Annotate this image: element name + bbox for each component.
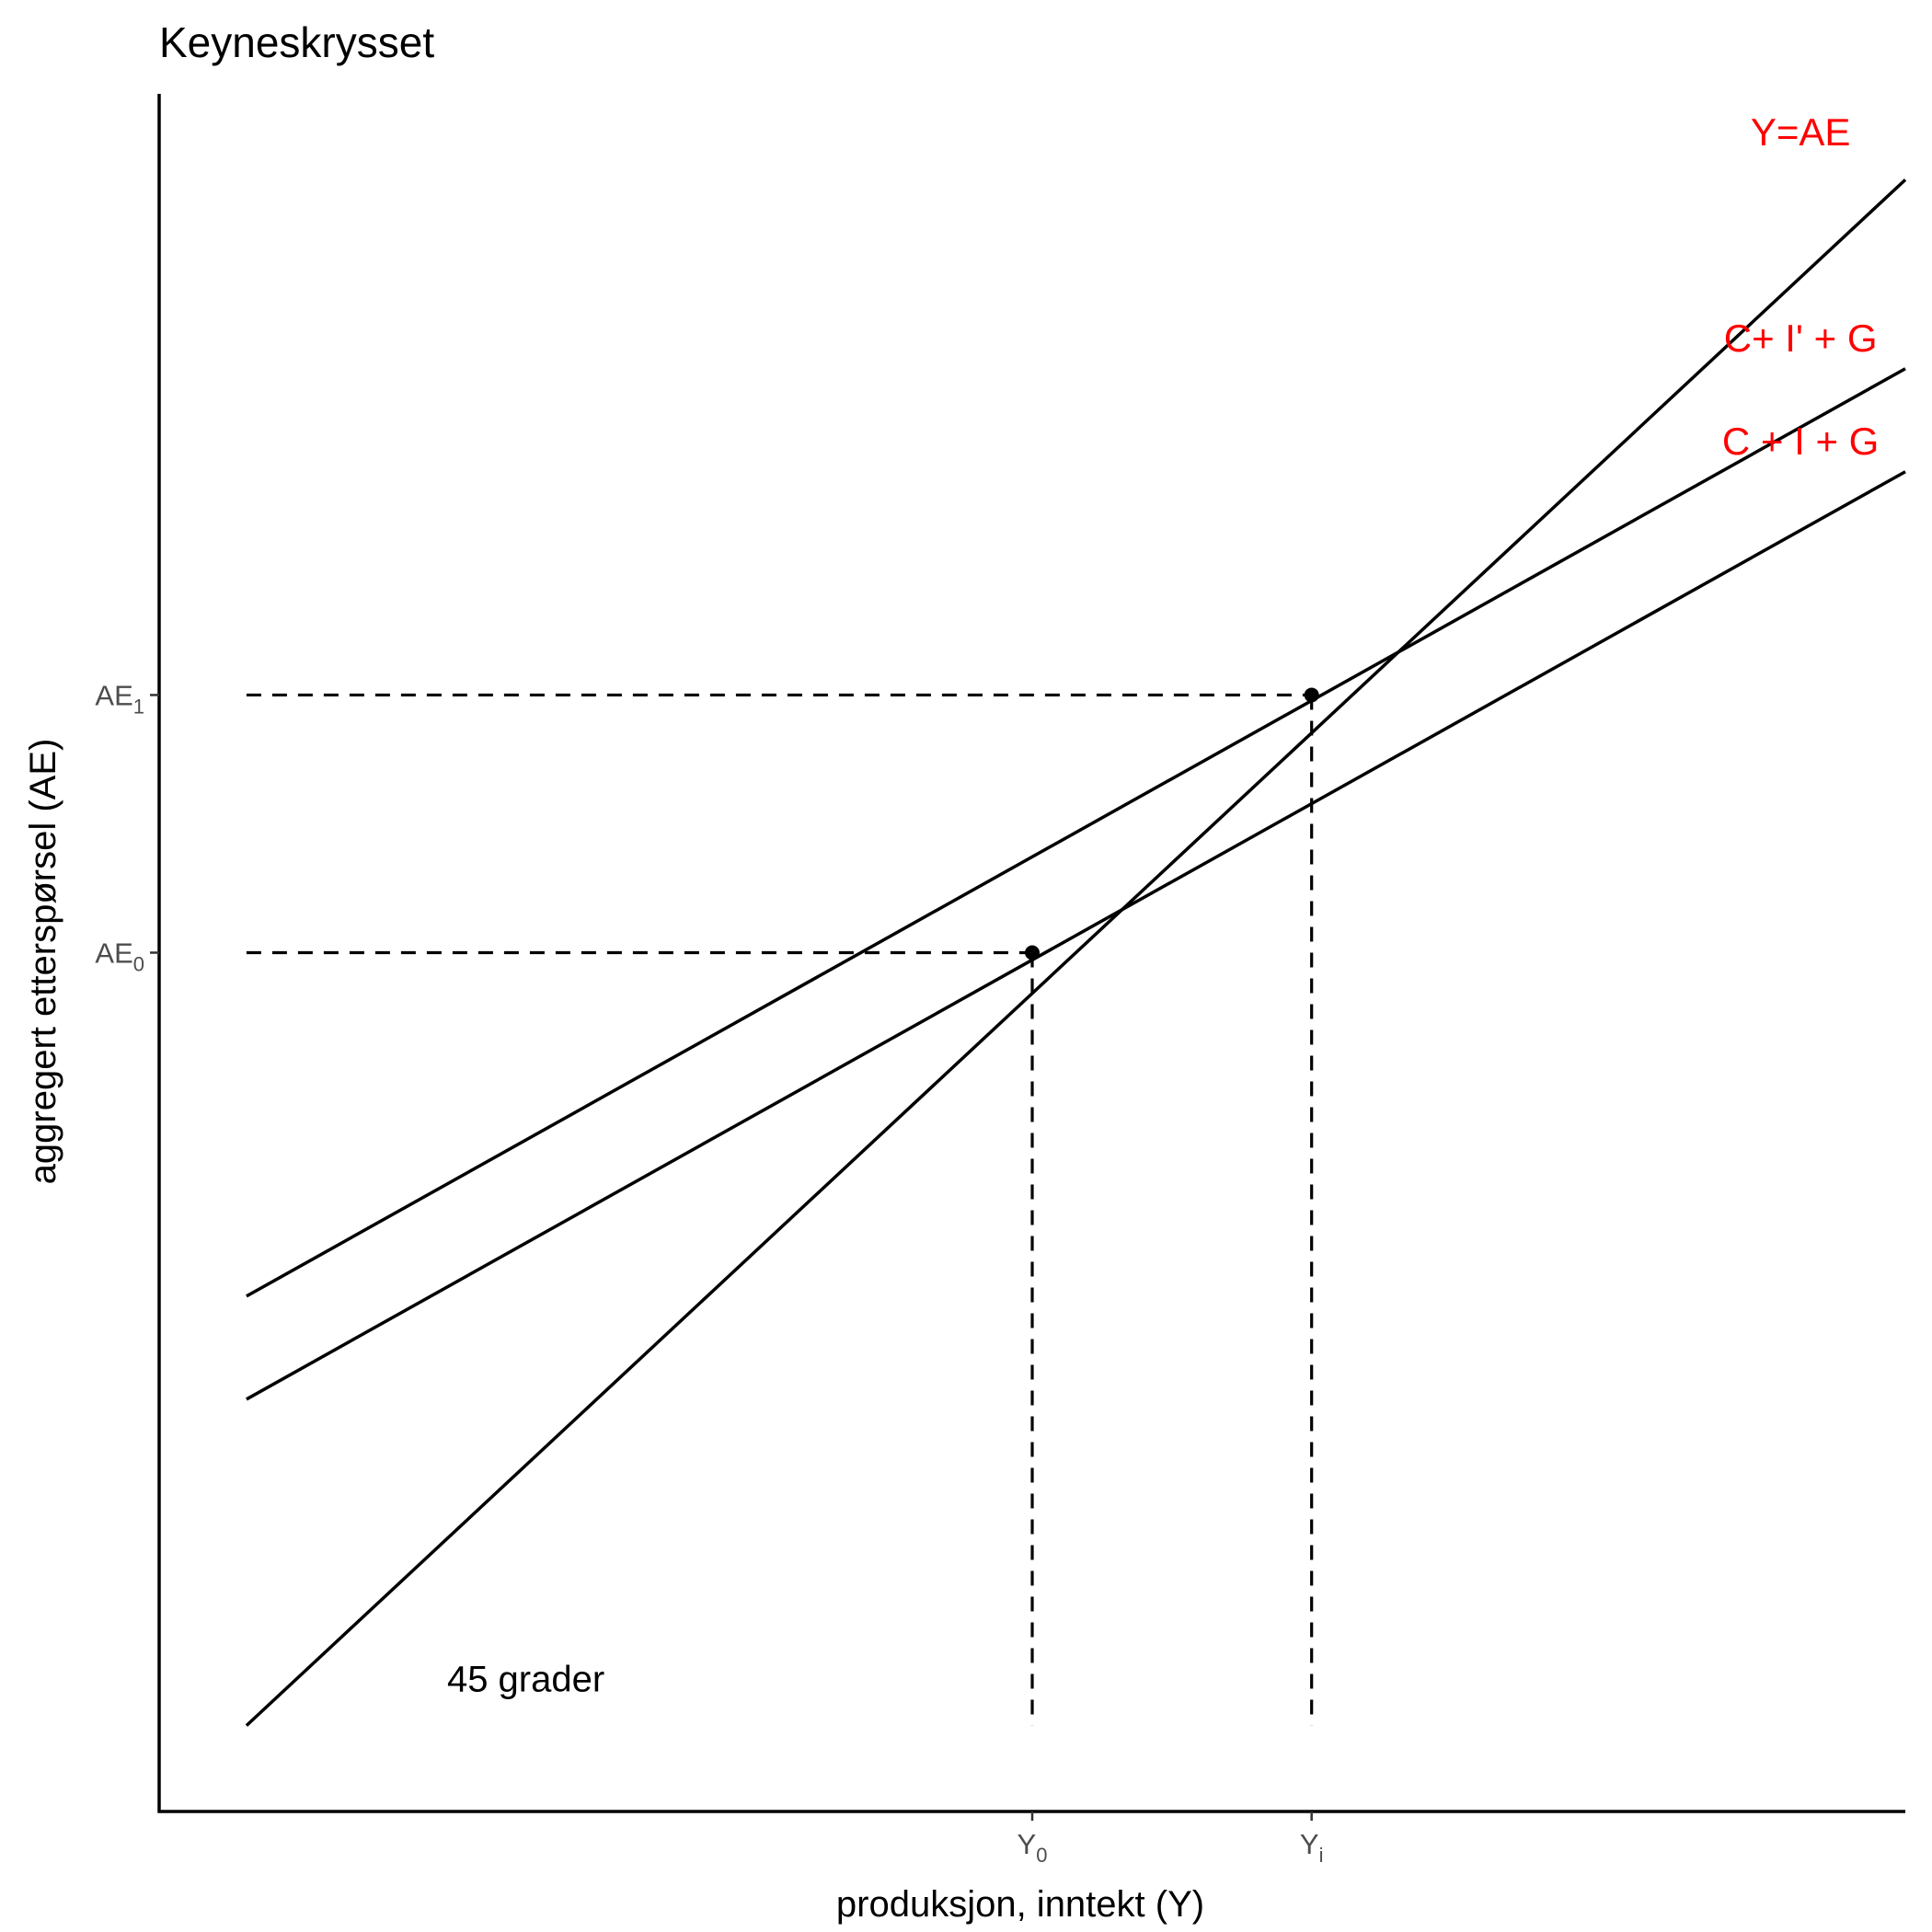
- dashed-guides: [246, 693, 1314, 1726]
- chart-annotations: 45 grader: [447, 1659, 604, 1699]
- y-tick-label-1: AE1: [95, 679, 144, 718]
- equilibrium-points: [1025, 687, 1319, 960]
- y-axis-label: aggregert etterspørsel (AE): [23, 739, 63, 1185]
- equilibrium-point-1: [1304, 687, 1319, 703]
- x-axis-label: produksjon, inntekt (Y): [836, 1884, 1204, 1925]
- curve-label-1: C+ I' + G: [1724, 316, 1878, 360]
- expenditure-curves: [245, 178, 1907, 1727]
- chart-title: Keyneskrysset: [159, 18, 434, 66]
- y-tick-label-0: AE0: [95, 937, 144, 976]
- x-tick-label-1: Yi: [1300, 1828, 1324, 1867]
- axis-ticks: Y0 Yi AE0 AE1: [95, 679, 1323, 1867]
- curve-cipg: [246, 367, 1906, 1298]
- curve-label-0: Y=AE: [1751, 110, 1851, 154]
- x-tick-label-0: Y0: [1018, 1828, 1048, 1867]
- curve-labels: Y=AE C+ I' + G C + I + G: [1722, 110, 1879, 463]
- equilibrium-point-0: [1025, 945, 1040, 960]
- curve-cig: [246, 470, 1906, 1401]
- curve-label-2: C + I + G: [1722, 420, 1879, 463]
- curve-yae: [245, 178, 1907, 1727]
- annotation-0: 45 grader: [447, 1659, 604, 1699]
